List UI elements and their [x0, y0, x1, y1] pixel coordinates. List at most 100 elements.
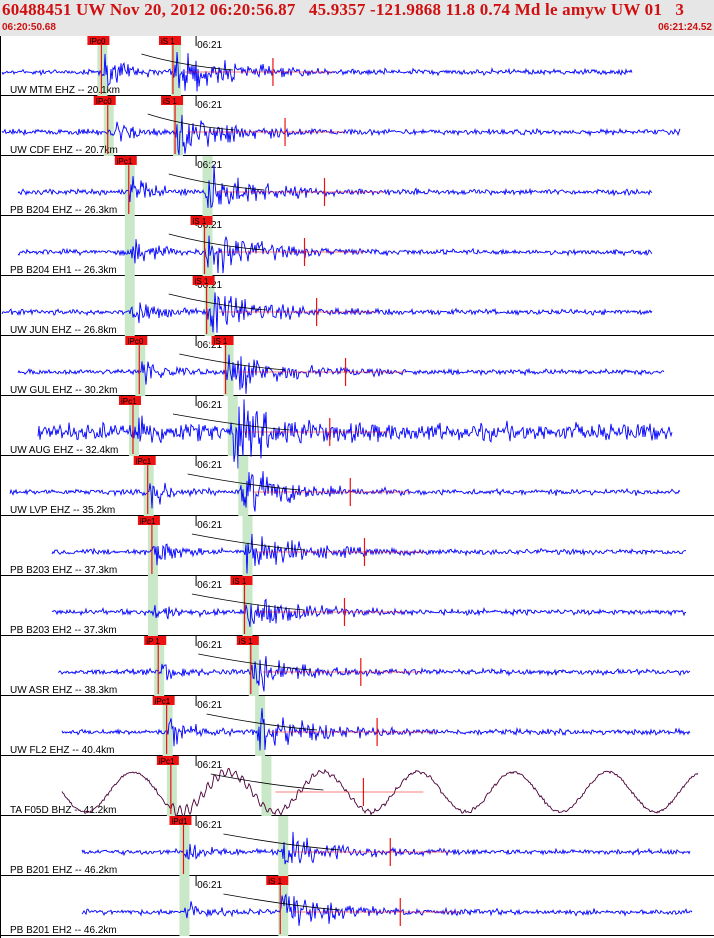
coda-curve — [223, 833, 341, 851]
p-window — [154, 636, 165, 696]
coda-curve — [172, 413, 290, 431]
station-label: UW JUN EHZ -- 26.8km — [10, 325, 117, 336]
pick-flag — [211, 336, 234, 345]
station-label: PB B204 EHZ -- 26.3km — [10, 205, 117, 216]
pick-flag — [125, 336, 148, 345]
waveform-trace — [61, 708, 691, 751]
p-window — [143, 456, 154, 516]
station-row: 06:21 UW MTM EHZ -- 20.1km IPc0 iS 1 — [0, 36, 714, 96]
pick-flag — [236, 636, 259, 645]
p-window — [135, 336, 146, 396]
pick-label: IPc0 — [127, 337, 144, 346]
minute-tick-label: 06:21 — [197, 760, 222, 771]
pick-flag — [190, 216, 213, 225]
pick-flag — [230, 576, 253, 585]
station-row: 06:21 PB B204 EHZ -- 26.3km iPc1 — [0, 156, 714, 216]
s-window — [248, 636, 259, 696]
waveform-trace — [17, 164, 653, 209]
minute-tick-label: 06:21 — [197, 280, 222, 291]
station-label: PB B201 EHZ -- 46.2km — [10, 865, 117, 876]
station-label: UW LVP EHZ -- 35.2km — [10, 505, 115, 516]
minute-tick-label: 06:21 — [197, 340, 222, 351]
s-window — [238, 456, 249, 516]
minute-tick-label: 06:21 — [197, 400, 222, 411]
station-row: 06:21 PB B203 EHZ -- 37.3km iPc1 — [0, 516, 714, 576]
waveform-trace — [1, 292, 653, 333]
pick-label: iPd1 — [171, 817, 188, 826]
station-label: PB B201 EH2 -- 46.2km — [10, 925, 117, 936]
s-window — [255, 696, 266, 756]
station-label: UW GUL EHZ -- 30.2km — [10, 385, 117, 396]
minute-tick-label: 06:21 — [197, 640, 222, 651]
coda-curve — [147, 113, 236, 131]
s-window — [202, 216, 213, 276]
minute-tick-label: 06:21 — [197, 40, 222, 51]
coda-curve — [141, 53, 233, 71]
pick-label: IPc0 — [96, 97, 113, 106]
pick-flag — [152, 696, 175, 705]
waveform-trace — [37, 399, 673, 469]
pick-label: iPc1 — [136, 457, 152, 466]
pick-flag — [156, 756, 179, 765]
pick-label: iP 1 — [146, 637, 160, 646]
pick-label: iPc1 — [159, 757, 175, 766]
minute-tick-label: 06:21 — [197, 820, 222, 831]
waveform-trace — [57, 656, 691, 692]
pick-flag — [87, 36, 110, 45]
p-window — [97, 36, 108, 96]
coda-curve — [179, 353, 286, 371]
coda-curve — [168, 293, 267, 311]
pick-label: iPc1 — [140, 517, 156, 526]
station-label: PB B203 EH2 -- 37.3km — [10, 625, 117, 636]
pick-label: iS 1 — [239, 637, 253, 646]
pick-flag — [93, 96, 116, 105]
p-window — [103, 96, 114, 156]
coda-curve — [187, 473, 301, 491]
pick-label: iS 1 — [268, 877, 282, 886]
pick-label: iS 1 — [232, 577, 246, 586]
minute-tick-label: 06:21 — [197, 700, 222, 711]
coda-curve — [168, 233, 265, 251]
coda-curve — [191, 533, 305, 551]
coda-curve — [210, 773, 324, 791]
waveform-trace — [9, 471, 681, 512]
p-window — [179, 816, 190, 876]
p-window — [128, 396, 139, 456]
pick-flag — [133, 456, 156, 465]
minute-tick-label: 06:21 — [197, 220, 222, 231]
station-label: UW ASR EHZ -- 38.3km — [10, 685, 117, 696]
station-row: 06:21 UW AUG EHZ -- 32.4km iPc1 — [0, 396, 714, 469]
station-label: UW MTM EHZ -- 20.1km — [10, 85, 120, 96]
pick-label: iPc1 — [155, 697, 171, 706]
minute-tick-label: 06:21 — [197, 520, 222, 531]
s-window — [278, 816, 289, 876]
station-row: 06:21 UW GUL EHZ -- 30.2km IPc0 iS 1 — [0, 336, 714, 396]
station-label: UW FL2 EHZ -- 40.4km — [10, 745, 114, 756]
minute-tick-label: 06:21 — [197, 160, 222, 171]
s-window — [170, 36, 181, 96]
pick-flag — [266, 876, 289, 885]
pick-label: IPc0 — [89, 37, 106, 46]
station-row: 06:21 PB B201 EHZ -- 46.2km iPd1 — [0, 816, 714, 876]
s-window — [204, 276, 215, 336]
event-title: 60488451 UW Nov 20, 2012 06:20:56.87 45.… — [2, 0, 685, 19]
pick-flag — [114, 156, 137, 165]
station-row: 06:21 PB B203 EH2 -- 37.3km iS 1 — [0, 576, 714, 636]
s-window — [173, 96, 184, 156]
waveform-trace — [81, 893, 693, 926]
s-window — [278, 876, 289, 936]
station-row: 06:21 UW FL2 EHZ -- 40.4km iPc1 — [0, 696, 714, 756]
minute-tick-label: 06:21 — [197, 100, 222, 111]
waveform-trace — [17, 235, 653, 274]
coda-curve — [198, 653, 311, 671]
pick-flag — [137, 516, 160, 525]
s-window — [242, 576, 253, 636]
station-label: UW CDF EHZ -- 20.7km — [10, 145, 118, 156]
coda-curve — [168, 173, 265, 191]
station-row: 06:21 UW JUN EHZ -- 26.8km iS 1 — [0, 276, 714, 336]
pick-flag — [158, 36, 181, 45]
window-end-time: 06:21:24.52 — [658, 22, 712, 33]
coda-curve — [191, 593, 305, 611]
waveform-trace — [51, 533, 687, 574]
